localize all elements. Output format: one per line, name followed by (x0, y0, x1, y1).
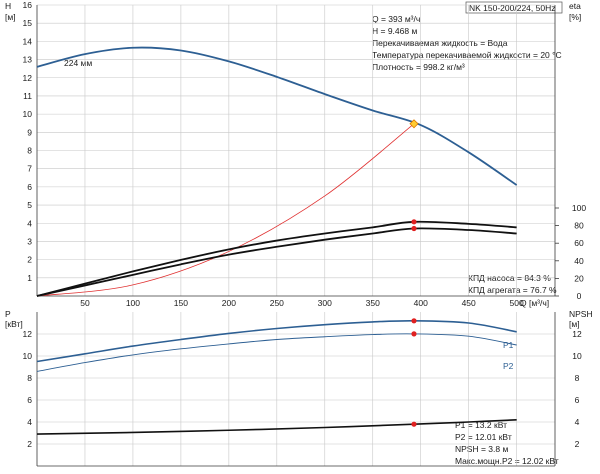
x-tick-label: 500 (510, 298, 524, 308)
h-axis-label: H (5, 1, 11, 11)
x-tick-label: 300 (318, 298, 332, 308)
p-axis-label: P (5, 309, 11, 319)
p2-point (411, 331, 417, 337)
p2-label: P2 (503, 361, 514, 371)
series-line-2 (36, 220, 517, 297)
h-tick-label: 3 (27, 236, 32, 246)
p-tick-label: 4 (27, 417, 32, 427)
power-info: P1 = 13.2 кВт P2 = 12.01 кВт NPSH = 3.8 … (455, 420, 559, 466)
eta-tick-label: 0 (577, 291, 582, 301)
eta-tick-label: 60 (574, 238, 584, 248)
x-tick-label: 450 (462, 298, 476, 308)
h-tick-label: 1 (27, 273, 32, 283)
npsh-tick-label: 10 (572, 351, 582, 361)
q-axis-label: Q [м³/ч] (520, 298, 549, 308)
series-line-3 (36, 227, 517, 297)
h-tick-label: 16 (23, 0, 33, 10)
h-tick-label: 9 (27, 127, 32, 137)
power-series-line-1 (36, 333, 517, 372)
chart-title: NK 150-200/224, 50Hz (469, 3, 555, 13)
npsh-axis-label: NPSH (569, 309, 593, 319)
npsh-tick-label: 6 (575, 395, 580, 405)
h-tick-label: 13 (23, 55, 33, 65)
h-tick-label: 2 (27, 255, 32, 265)
p1-point (411, 318, 417, 324)
info-line: Q = 393 м³/ч (372, 14, 420, 24)
npsh-point (411, 421, 417, 427)
p-tick-label: 10 (23, 351, 33, 361)
x-tick-label: 100 (126, 298, 140, 308)
h-tick-label: 8 (27, 146, 32, 156)
power-line: Макс.мощн.P2 = 12.02 кВт (455, 456, 559, 466)
h-tick-label: 5 (27, 200, 32, 210)
efficiency-label: КПД агрегата = 76.7 % (468, 285, 557, 295)
power-line: NPSH = 3.8 м (455, 444, 508, 454)
efficiency-point (411, 219, 417, 225)
power-line: P1 = 13.2 кВт (455, 420, 507, 430)
h-tick-label: 4 (27, 218, 32, 228)
p-tick-label: 8 (27, 373, 32, 383)
h-tick-label: 14 (23, 36, 33, 46)
h-tick-label: 11 (23, 91, 32, 101)
title-box: NK 150-200/224, 50Hz (465, 1, 563, 14)
efficiency-point (411, 225, 417, 232)
eta-axis-label: eta (569, 1, 581, 11)
eta-tick-label: 100 (572, 203, 586, 213)
p-tick-label: 2 (27, 439, 32, 449)
duty-info: Q = 393 м³/ч H = 9.468 м Перекачиваемая … (372, 14, 562, 72)
p-tick-label: 12 (23, 329, 33, 339)
h-tick-label: 6 (27, 182, 32, 192)
duty-point-marker (409, 119, 419, 129)
power-series-line-0 (36, 319, 517, 363)
npsh-tick-label: 2 (575, 439, 580, 449)
impeller-diameter-label: 224 мм (64, 58, 92, 68)
info-line: Перекачиваемая жидкость = Вода (372, 38, 508, 48)
x-tick-label: 350 (366, 298, 380, 308)
npsh-axis-unit: [м] (569, 319, 580, 329)
p-axis-unit: [кВт] (5, 319, 23, 329)
h-tick-label: 10 (23, 109, 33, 119)
h-tick-label: 7 (27, 164, 32, 174)
npsh-tick-label: 4 (575, 417, 580, 427)
npsh-tick-label: 8 (575, 373, 580, 383)
h-tick-label: 15 (23, 18, 33, 28)
x-tick-label: 250 (270, 298, 284, 308)
series-line-1 (36, 123, 415, 297)
power-line: P2 = 12.01 кВт (455, 432, 512, 442)
power-series-line-2 (36, 419, 517, 435)
info-line: Плотность = 998.2 кг/м³ (372, 62, 465, 72)
p-tick-label: 6 (27, 395, 32, 405)
info-line: Температура перекачиваемой жидкости = 20… (372, 50, 562, 60)
x-tick-label: 150 (174, 298, 188, 308)
eta-axis-unit: [%] (569, 12, 581, 22)
eta-tick-label: 80 (574, 221, 584, 231)
h-tick-label: 12 (23, 73, 33, 83)
info-line: H = 9.468 м (372, 26, 417, 36)
h-axis-unit: [м] (5, 12, 16, 22)
eta-tick-label: 40 (574, 256, 584, 266)
p1-label: P1 (503, 340, 514, 350)
series-line-0 (36, 46, 518, 186)
x-tick-label: 50 (80, 298, 90, 308)
x-tick-label: 400 (414, 298, 428, 308)
x-tick-label: 200 (222, 298, 236, 308)
eta-tick-label: 20 (574, 273, 584, 283)
npsh-tick-label: 12 (572, 329, 582, 339)
